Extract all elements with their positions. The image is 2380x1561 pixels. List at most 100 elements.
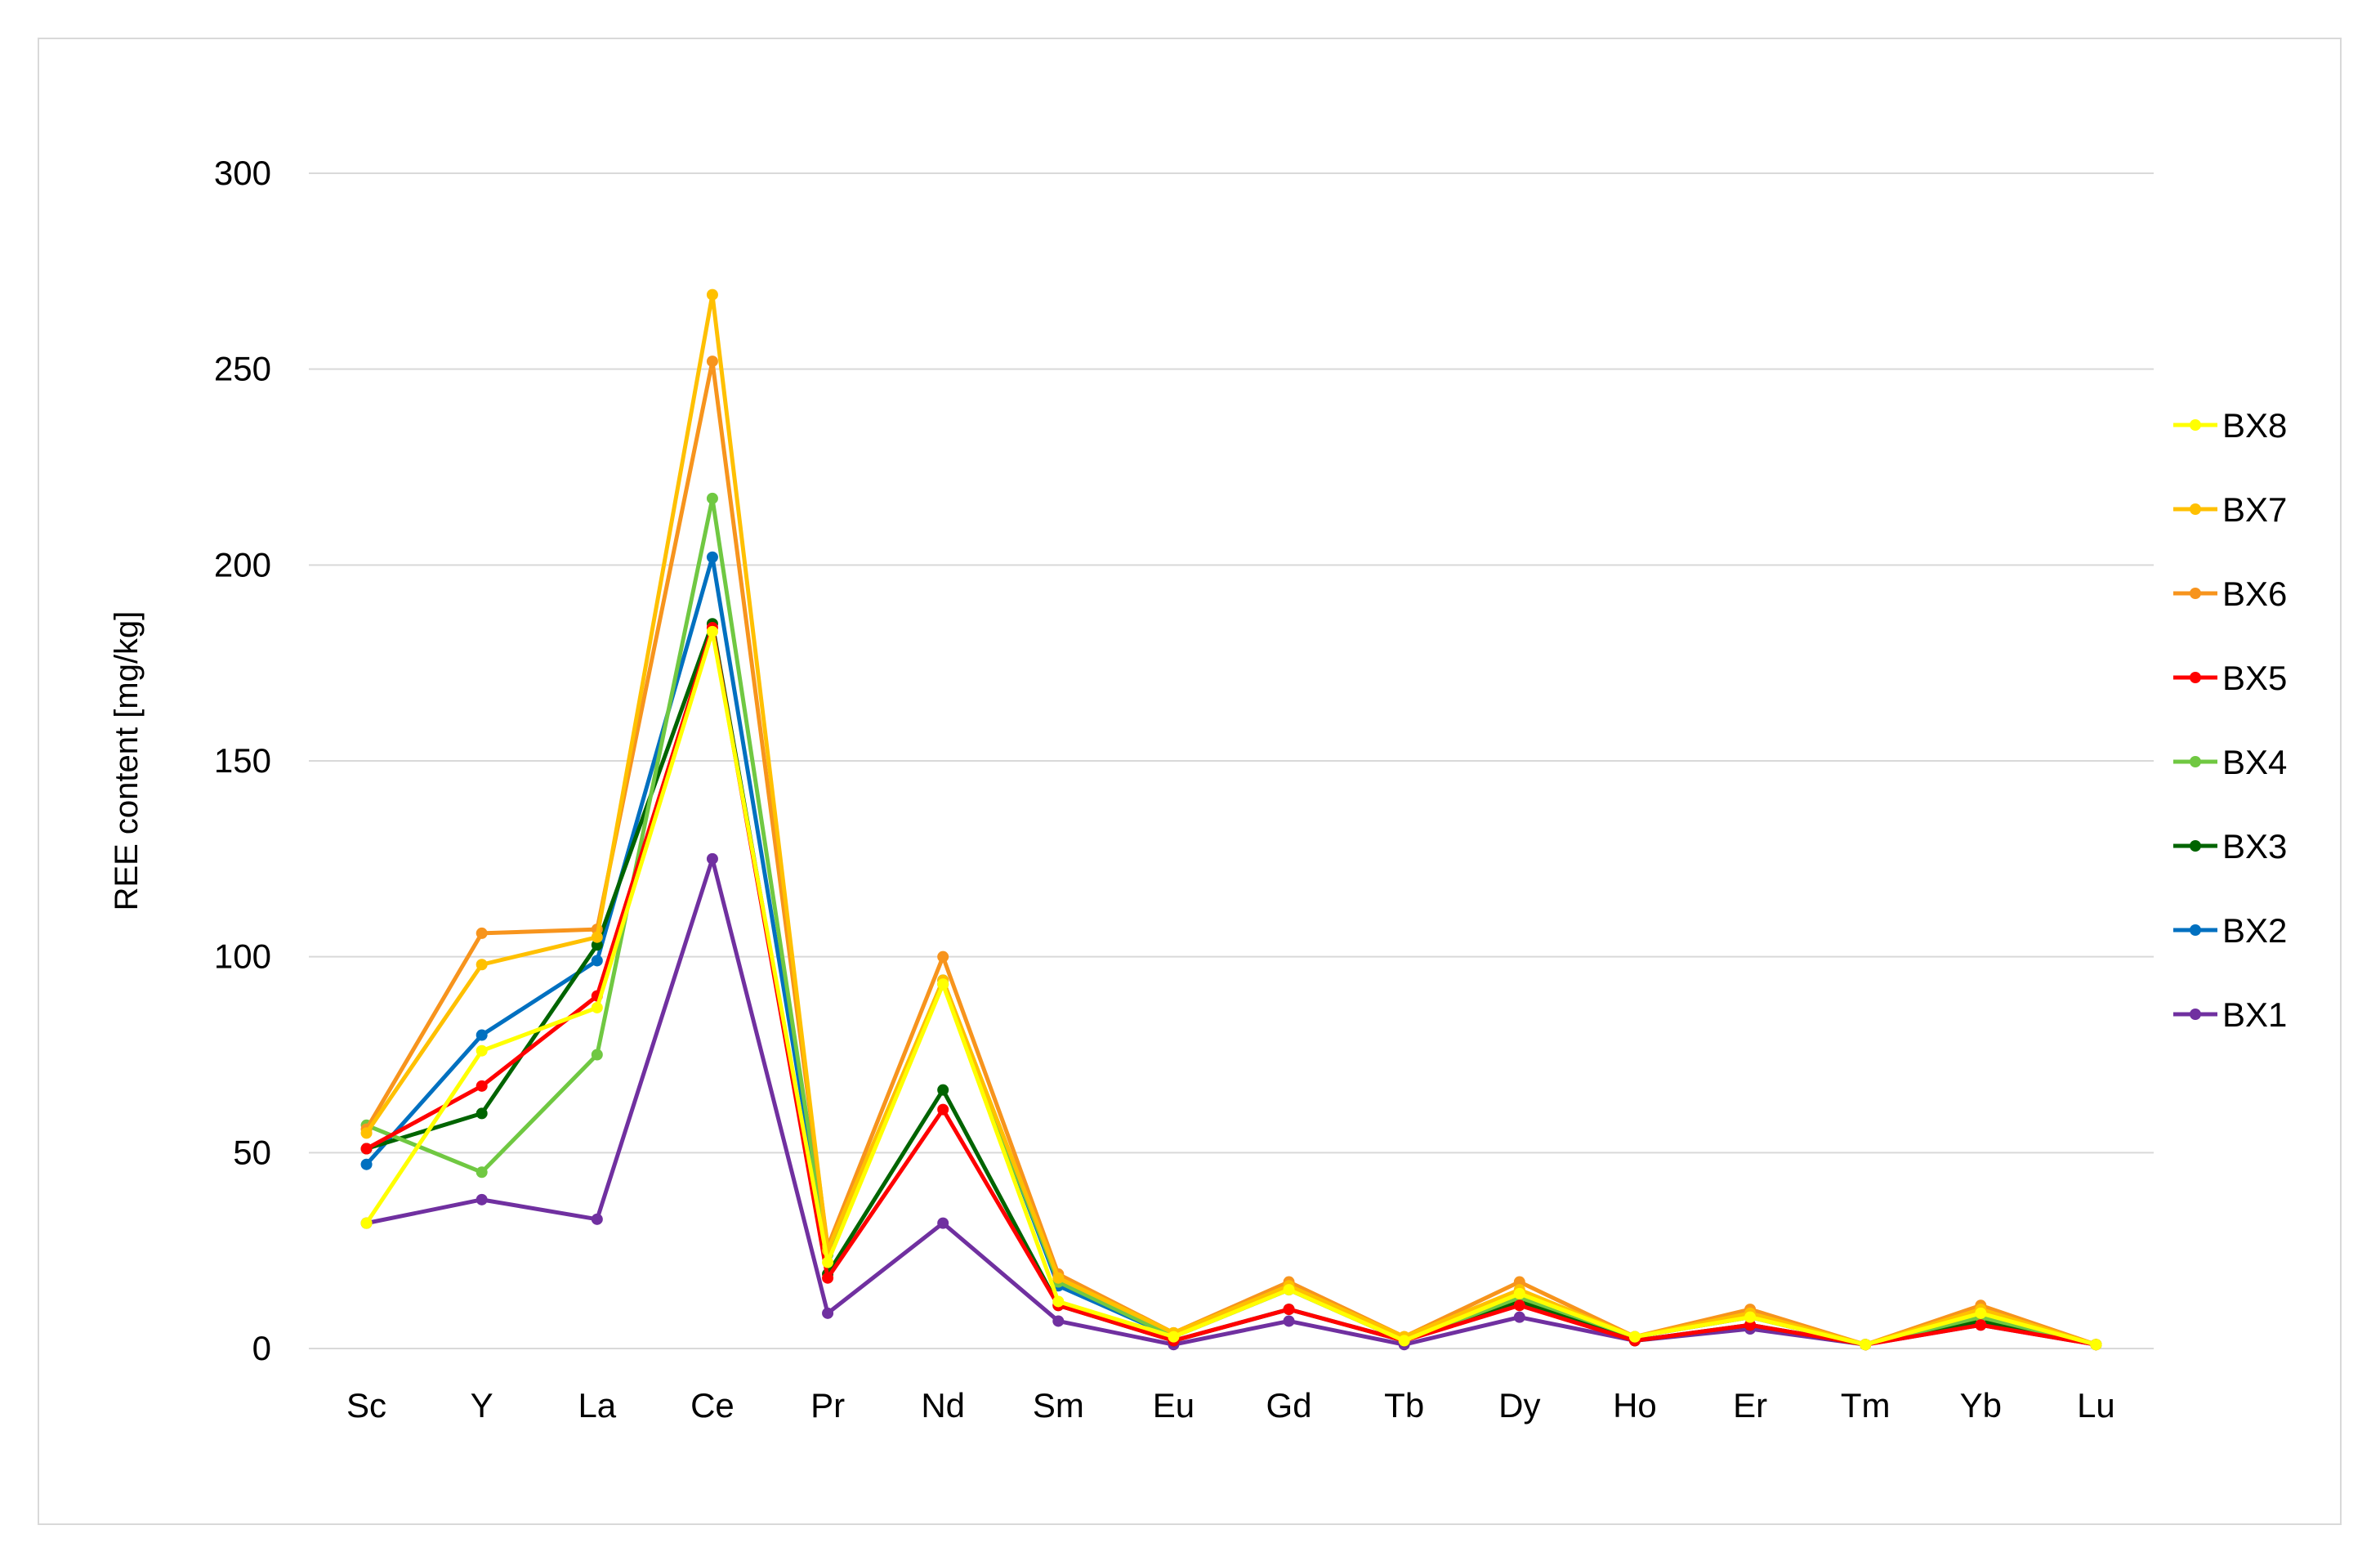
series-bx2 [360, 551, 2102, 1351]
data-point [937, 1103, 949, 1116]
legend-item-bx6: BX6 [2173, 575, 2287, 613]
series-bx6 [360, 356, 2102, 1351]
legend-label: BX1 [2222, 995, 2287, 1034]
data-point [822, 1272, 834, 1284]
data-point [476, 959, 488, 971]
data-point [591, 955, 603, 967]
y-axis-ticks: 0 50 100 150 200 250 300 [214, 154, 271, 1367]
data-point [476, 927, 488, 939]
legend-swatch-marker [2190, 924, 2201, 936]
data-point [1513, 1311, 1525, 1323]
x-tick-label: Yb [1960, 1386, 2002, 1425]
x-tick-label: Lu [2077, 1386, 2115, 1425]
data-point [937, 950, 949, 963]
data-point [1052, 1295, 1065, 1308]
data-point [360, 1217, 373, 1229]
data-point [1975, 1307, 1987, 1319]
x-tick-label: Dy [1498, 1386, 1540, 1425]
legend-label: BX3 [2222, 827, 2287, 865]
data-point [1744, 1319, 1757, 1331]
series-bx8 [360, 625, 2102, 1351]
x-tick-label: Tm [1841, 1386, 1891, 1425]
data-point [1628, 1331, 1641, 1343]
data-point [706, 356, 718, 368]
data-point [476, 1029, 488, 1041]
y-tick-label: 100 [214, 937, 271, 976]
data-point [1283, 1284, 1295, 1296]
x-tick-label: Tb [1384, 1386, 1424, 1425]
series-line [365, 625, 2096, 1347]
legend-swatch-marker [2190, 503, 2201, 515]
series-line [364, 293, 2097, 1347]
data-point [937, 1084, 949, 1096]
data-point [706, 492, 718, 504]
data-point [1975, 1319, 1987, 1331]
legend-label: BX4 [2222, 743, 2287, 781]
series-bx3 [360, 618, 2102, 1351]
data-point [360, 1143, 373, 1155]
legend-swatch-marker [2190, 672, 2201, 683]
x-tick-label: Ho [1613, 1386, 1657, 1425]
legend-item-bx3: BX3 [2173, 827, 2287, 865]
series-line [364, 555, 2097, 1347]
legend-label: BX6 [2222, 575, 2287, 613]
data-point [937, 978, 949, 991]
data-point [2090, 1339, 2102, 1351]
y-tick-label: 250 [214, 350, 271, 388]
legend-swatch-marker [2190, 1009, 2201, 1020]
data-point [1168, 1331, 1180, 1343]
series-line [365, 621, 2096, 1347]
series-bx7 [360, 288, 2102, 1351]
data-point [706, 852, 718, 865]
data-point [476, 1166, 488, 1179]
y-tick-label: 150 [214, 741, 271, 780]
y-axis-title: REE content [mg/kg] [109, 611, 145, 911]
y-tick-label: 200 [214, 545, 271, 584]
legend-item-bx5: BX5 [2173, 659, 2287, 697]
x-tick-label: Nd [921, 1386, 965, 1425]
series-line [366, 857, 2096, 1347]
legend-item-bx8: BX8 [2173, 406, 2287, 445]
legend-item-bx4: BX4 [2173, 743, 2287, 781]
data-point [1052, 1315, 1065, 1327]
data-point [706, 288, 718, 301]
data-point [476, 1044, 488, 1057]
x-tick-label: Pr [810, 1386, 845, 1425]
legend-swatch-marker [2190, 840, 2201, 852]
x-tick-label: Sm [1033, 1386, 1084, 1425]
data-point [360, 1127, 373, 1139]
legend-label: BX8 [2222, 406, 2287, 445]
data-point [591, 939, 603, 951]
data-point [1283, 1304, 1295, 1316]
data-point [1283, 1315, 1295, 1327]
data-point [1513, 1276, 1525, 1288]
data-point [476, 1193, 488, 1205]
series-line [364, 629, 2097, 1347]
data-point [591, 1049, 603, 1061]
x-tick-label: Ce [690, 1386, 735, 1425]
x-tick-label: Y [471, 1386, 493, 1425]
y-tick-label: 50 [233, 1133, 271, 1171]
data-point [591, 1213, 603, 1225]
x-axis-ticks: Sc Y La Ce Pr Nd Sm Eu Gd Tb Dy Ho Er Tm Yb Lu [346, 1386, 2115, 1425]
x-tick-label: Gd [1266, 1386, 1312, 1425]
data-point [1860, 1339, 1872, 1351]
data-point [937, 1217, 949, 1229]
gridlines [309, 172, 2154, 1349]
legend-label: BX7 [2222, 490, 2287, 529]
legend-item-bx1: BX1 [2173, 995, 2287, 1034]
chart-area [38, 38, 2342, 1525]
legend-label: BX5 [2222, 659, 2287, 697]
data-point [360, 1158, 373, 1170]
data-point [476, 1080, 488, 1092]
series-lines [360, 288, 2102, 1351]
legend: BX8 BX7 BX6 BX5 BX4 BX3 BX2 BX1 [2173, 406, 2287, 1034]
data-point [706, 551, 718, 563]
legend-swatch-marker [2190, 419, 2201, 431]
series-bx5 [360, 622, 2102, 1351]
legend-item-bx7: BX7 [2173, 490, 2287, 529]
data-point [591, 931, 603, 943]
legend-label: BX2 [2222, 911, 2287, 950]
series-line [365, 496, 2097, 1347]
